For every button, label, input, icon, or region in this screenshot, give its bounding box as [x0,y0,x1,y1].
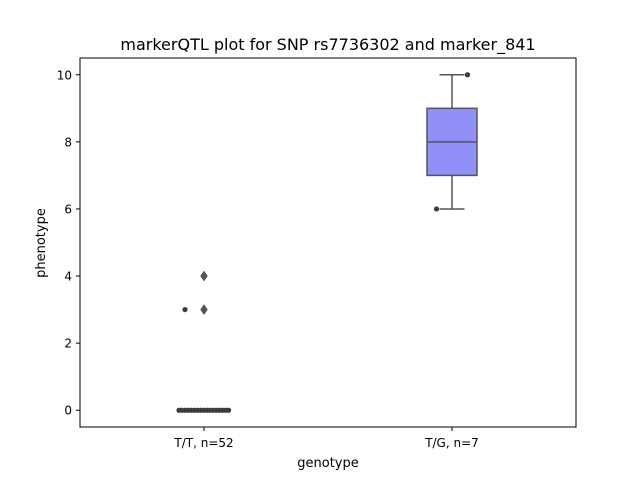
x-tick-label: T/G, n=7 [424,436,479,450]
y-tick-label: 2 [64,337,72,351]
x-axis-label: genotype [297,456,358,471]
data-point [464,72,471,78]
data-point [433,206,440,212]
y-axis-label: phenotype [34,208,49,278]
data-point [226,407,232,413]
y-tick-label: 0 [64,404,72,418]
x-axis-ticks: T/T, n=52 T/G, n=7 [173,427,479,450]
y-tick-label: 6 [64,202,72,216]
chart-title: markerQTL plot for SNP rs7736302 and mar… [120,35,535,55]
outlier-diamond [200,270,208,282]
y-tick-label: 4 [64,270,72,284]
x-tick-label: T/T, n=52 [173,436,233,450]
y-tick-label: 10 [57,68,72,82]
y-tick-label: 8 [64,135,72,149]
data-point [182,306,188,313]
plot-area [79,57,577,428]
y-axis-ticks: 0 2 4 6 8 10 [57,68,80,418]
outlier-diamond [200,304,208,316]
chart-marks [176,72,478,413]
